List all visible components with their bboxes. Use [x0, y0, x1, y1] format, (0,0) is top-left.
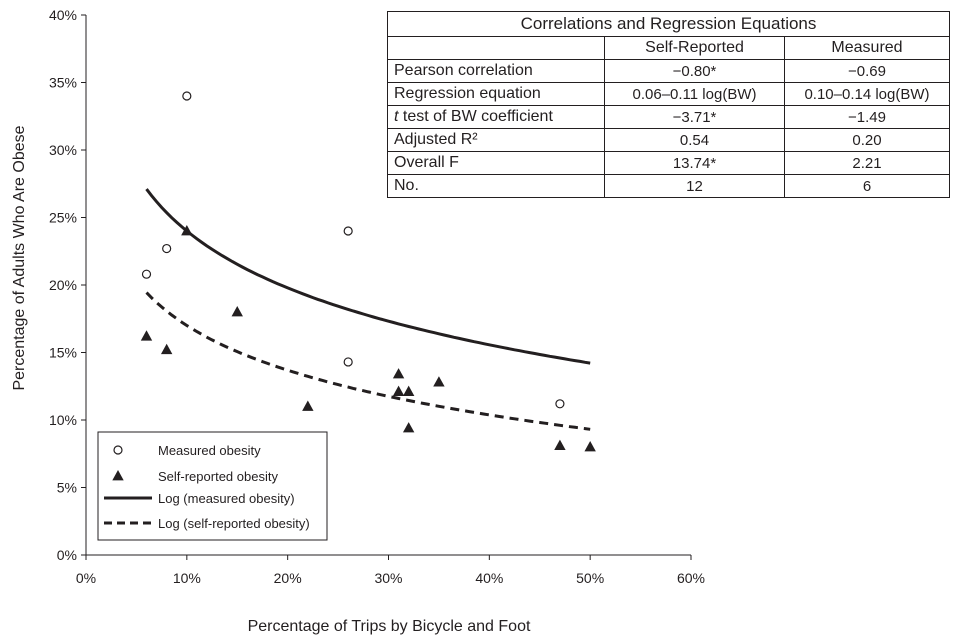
header-blank — [387, 36, 605, 60]
cell-self-reported: 13.74* — [604, 151, 785, 175]
self-reported-point — [302, 400, 314, 411]
legend-label-self-reported: Self-reported obesity — [158, 469, 278, 484]
cell-self-reported: −0.80* — [604, 59, 785, 83]
legend-item-log-measured: Log (measured obesity) — [104, 491, 295, 506]
table-row: Overall F 13.74* 2.21 — [387, 151, 950, 175]
y-tick-label: 20% — [49, 277, 77, 293]
header-self-reported: Self-Reported — [604, 36, 785, 60]
cell-measured: −1.49 — [784, 105, 950, 129]
fit-line-self-reported — [145, 291, 591, 431]
table-row: Pearson correlation −0.80* −0.69 — [387, 59, 950, 83]
row-label: t test of BW coefficient — [387, 105, 605, 129]
table-row: Adjusted R² 0.54 0.20 — [387, 128, 950, 152]
y-tick-label: 30% — [49, 142, 77, 158]
cell-measured: 0.20 — [784, 128, 950, 152]
y-tick-label: 35% — [49, 75, 77, 91]
y-tick-label: 5% — [57, 480, 77, 496]
self-reported-point — [392, 368, 405, 379]
cell-measured: 6 — [784, 174, 950, 198]
cell-self-reported: 0.06–0.11 log(BW) — [604, 82, 785, 106]
row-label: Overall F — [387, 151, 605, 175]
data-points — [140, 91, 596, 452]
y-tick-label: 40% — [49, 7, 77, 23]
measured-point — [343, 357, 353, 367]
legend-triangle-marker — [112, 470, 124, 481]
legend-label-measured: Measured obesity — [158, 443, 261, 458]
header-measured: Measured — [784, 36, 950, 60]
x-axis-label: Percentage of Trips by Bicycle and Foot — [248, 618, 531, 635]
y-tick-label: 10% — [49, 412, 77, 428]
legend-label-log-measured: Log (measured obesity) — [158, 491, 295, 506]
cell-measured: 0.10–0.14 log(BW) — [784, 82, 950, 106]
table-row: t test of BW coefficient −3.71* −1.49 — [387, 105, 950, 129]
legend-open-circle-marker — [113, 445, 123, 455]
cell-measured: −0.69 — [784, 59, 950, 83]
legend-item-measured: Measured obesity — [113, 443, 261, 458]
self-reported-point — [402, 422, 415, 433]
x-tick-label: 20% — [274, 570, 302, 586]
self-reported-point — [584, 441, 596, 452]
y-tick-label: 25% — [49, 210, 77, 226]
legend-item-log-self-reported: Log (self-reported obesity) — [104, 516, 310, 531]
self-reported-point — [231, 306, 243, 317]
cell-self-reported: 0.54 — [604, 128, 785, 152]
legend-item-self-reported: Self-reported obesity — [112, 469, 278, 484]
fit-line-measured — [145, 188, 591, 365]
fit-lines — [145, 188, 591, 431]
axes — [81, 14, 692, 560]
row-label-rest: test of BW coefficient — [398, 108, 553, 125]
self-reported-point — [181, 225, 193, 236]
legend-label-log-self-reported: Log (self-reported obesity) — [158, 516, 310, 531]
y-tick-label: 15% — [49, 345, 77, 361]
self-reported-point — [402, 385, 415, 396]
row-label: Regression equation — [387, 82, 605, 106]
x-tick-label: 40% — [475, 570, 503, 586]
row-label-italic: t — [394, 108, 399, 125]
self-reported-point — [392, 385, 405, 396]
self-reported-point — [140, 330, 153, 341]
table-header-row: Self-Reported Measured — [387, 36, 950, 60]
row-label: No. — [387, 174, 605, 198]
table-title: Correlations and Regression Equations — [387, 11, 950, 37]
measured-point — [555, 399, 565, 409]
x-tick-label: 60% — [677, 570, 705, 586]
measured-point — [141, 269, 152, 279]
cell-measured: 2.21 — [784, 151, 950, 175]
stats-table: Correlations and Regression Equations Se… — [387, 11, 950, 198]
cell-self-reported: 12 — [604, 174, 785, 198]
cell-self-reported: −3.71* — [604, 105, 785, 129]
x-tick-label: 30% — [374, 570, 402, 586]
measured-point — [343, 226, 353, 236]
self-reported-point — [554, 439, 566, 450]
x-tick-label: 10% — [173, 570, 201, 586]
row-label: Pearson correlation — [387, 59, 605, 83]
table-row: No. 12 6 — [387, 174, 950, 198]
y-tick-labels: 0% 5% 10% 15% 20% 25% 30% 35% 40% — [49, 7, 77, 563]
table-row: Regression equation 0.06–0.11 log(BW) 0.… — [387, 82, 950, 106]
x-tick-label: 0% — [76, 570, 96, 586]
y-axis-label: Percentage of Adults Who Are Obese — [11, 125, 28, 390]
row-label: Adjusted R² — [387, 128, 605, 152]
self-reported-point — [160, 343, 173, 355]
y-tick-label: 0% — [57, 547, 77, 563]
measured-point — [162, 243, 172, 254]
self-reported-point — [433, 376, 445, 387]
legend: Measured obesity Self-reported obesity L… — [97, 431, 328, 541]
x-tick-label: 50% — [576, 570, 604, 586]
table-title-row: Correlations and Regression Equations — [387, 11, 950, 37]
measured-point — [182, 91, 192, 101]
x-tick-labels: 0% 10% 20% 30% 40% 50% 60% — [76, 570, 705, 586]
